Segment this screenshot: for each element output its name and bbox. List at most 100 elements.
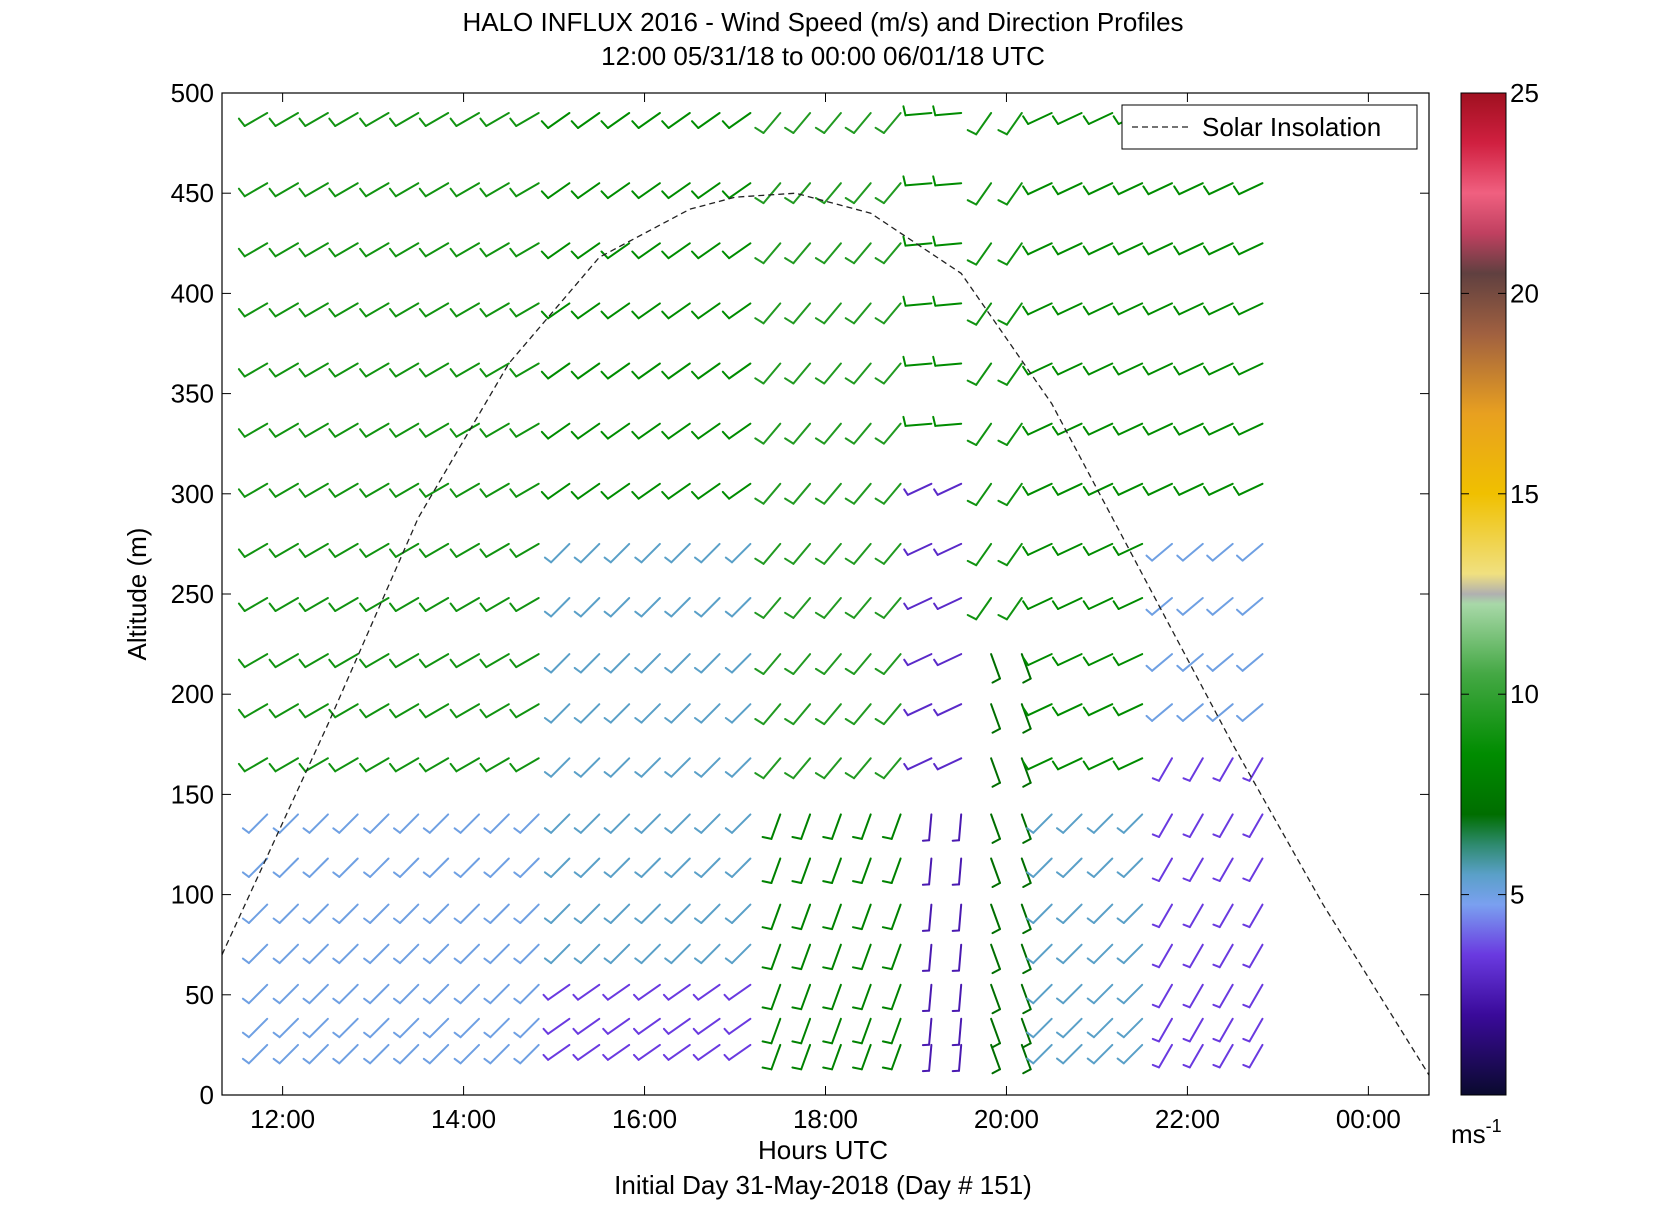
- wind-barb-shaft: [519, 1043, 540, 1065]
- wind-barb-shaft: [455, 362, 480, 378]
- wind-barb-shaft: [428, 943, 450, 965]
- wind-barb-shaft: [338, 1017, 359, 1039]
- wind-barb-feather: [603, 957, 612, 965]
- wind-barb-feather: [600, 120, 609, 129]
- wind-barb-shaft: [990, 943, 1001, 971]
- wind-barb-shaft: [274, 362, 299, 378]
- wind-barb-shaft: [890, 1017, 902, 1045]
- wind-barb-shaft: [428, 903, 450, 924]
- wind-barb-feather: [933, 658, 939, 667]
- wind-barb-feather: [1022, 115, 1030, 125]
- wind-barb-shaft: [1005, 422, 1023, 446]
- wind-barb-feather: [814, 377, 826, 385]
- wind-barb-shaft: [990, 653, 1001, 680]
- wind-barb-shaft: [1117, 597, 1144, 610]
- wind-barb-feather: [268, 488, 277, 498]
- wind-barb-feather: [721, 490, 731, 500]
- wind-barb-shaft: [394, 542, 420, 558]
- wind-barb-shaft: [459, 903, 480, 924]
- wind-barb-feather: [932, 105, 937, 117]
- wind-barb-shaft: [1087, 182, 1114, 196]
- wind-barb-feather: [1056, 1031, 1065, 1039]
- wind-barb-shaft: [365, 542, 390, 558]
- wind-barb-shaft: [365, 242, 390, 258]
- wind-barb-feather: [1176, 664, 1184, 672]
- wind-barb-shaft: [823, 112, 842, 134]
- wind-barb-shaft: [485, 112, 510, 127]
- wind-barb-feather: [241, 957, 250, 965]
- wind-barb-feather: [268, 548, 277, 558]
- wind-barb-feather: [453, 957, 462, 965]
- wind-barb-feather: [603, 610, 612, 618]
- wind-barb-shaft: [670, 542, 691, 564]
- wind-barb-feather: [784, 257, 795, 265]
- wind-barb-shaft: [1092, 857, 1114, 878]
- wind-barb-shaft: [670, 653, 691, 674]
- wind-barb-shaft: [1218, 757, 1234, 782]
- wind-barb-shaft: [936, 653, 963, 667]
- wind-barb-feather: [1173, 425, 1181, 436]
- wind-barb-shaft: [728, 1017, 752, 1035]
- wind-barb-shaft: [762, 422, 782, 445]
- wind-barb-shaft: [667, 242, 691, 260]
- wind-barb-shaft: [1248, 857, 1264, 882]
- wind-barb-feather: [721, 430, 731, 440]
- wind-barb-shaft: [823, 182, 842, 205]
- wind-barb-shaft: [485, 597, 510, 612]
- wind-barb-feather: [814, 772, 826, 780]
- legend: Solar Insolation: [1121, 104, 1418, 150]
- wind-barb-feather: [393, 997, 401, 1005]
- wind-barb-shaft: [958, 903, 963, 932]
- wind-barb-feather: [363, 1031, 372, 1039]
- wind-barb-shaft: [637, 983, 661, 1001]
- wind-barb-shaft: [792, 422, 812, 445]
- wind-barb-shaft: [860, 813, 872, 840]
- wind-barb-shaft: [369, 857, 390, 878]
- wind-barb-shaft: [485, 757, 510, 773]
- wind-barb-feather: [633, 993, 640, 1001]
- wind-barb-feather: [1086, 1031, 1095, 1039]
- wind-barb-feather: [724, 957, 733, 965]
- wind-barb-feather: [389, 602, 397, 612]
- wind-barb-feather: [453, 1057, 462, 1065]
- wind-barb-feather: [784, 197, 795, 205]
- wind-barb-shaft: [579, 813, 601, 834]
- wind-barb-feather: [298, 428, 307, 438]
- wind-barb-feather: [844, 317, 855, 325]
- wind-barb-shaft: [1211, 542, 1234, 562]
- wind-barb-feather: [1082, 115, 1090, 125]
- wind-barb-shaft: [800, 943, 812, 971]
- wind-barb-shaft: [831, 1017, 842, 1045]
- wind-barb-shaft: [609, 757, 631, 778]
- wind-barb-feather: [1236, 608, 1244, 616]
- wind-barb-feather: [881, 836, 893, 840]
- wind-barb-feather: [483, 997, 492, 1005]
- wind-barb-shaft: [247, 983, 269, 1005]
- wind-barb-shaft: [609, 813, 631, 834]
- wind-barb-feather: [1086, 827, 1095, 834]
- wind-barb-shaft: [667, 422, 691, 440]
- x-tick-label: 18:00: [793, 1104, 858, 1134]
- wind-barb-feather: [603, 771, 612, 778]
- wind-barb-shaft: [515, 542, 540, 558]
- wind-barb-shaft: [670, 943, 691, 965]
- wind-barb-shaft: [1117, 482, 1144, 496]
- wind-barb-shaft: [547, 983, 571, 1001]
- wind-barb-shaft: [1188, 903, 1204, 929]
- wind-barb-shaft: [667, 362, 691, 380]
- wind-barb-shaft: [459, 813, 480, 834]
- wind-barb-feather: [754, 377, 765, 385]
- x-tick-label: 20:00: [974, 1104, 1039, 1134]
- wind-barb-shaft: [308, 943, 329, 965]
- wind-barb-shaft: [365, 597, 390, 612]
- wind-barb-shaft: [606, 1017, 631, 1035]
- wind-barb-shaft: [762, 597, 782, 619]
- wind-barb-shaft: [762, 703, 782, 726]
- wind-barb-shaft: [1020, 983, 1032, 1011]
- wind-barb-shaft: [1238, 302, 1264, 316]
- wind-barb-feather: [509, 548, 518, 558]
- wind-barb-feather: [540, 430, 550, 440]
- wind-barb-feather: [332, 917, 341, 924]
- wind-barb-feather: [1022, 882, 1032, 888]
- wind-barb-shaft: [731, 943, 752, 965]
